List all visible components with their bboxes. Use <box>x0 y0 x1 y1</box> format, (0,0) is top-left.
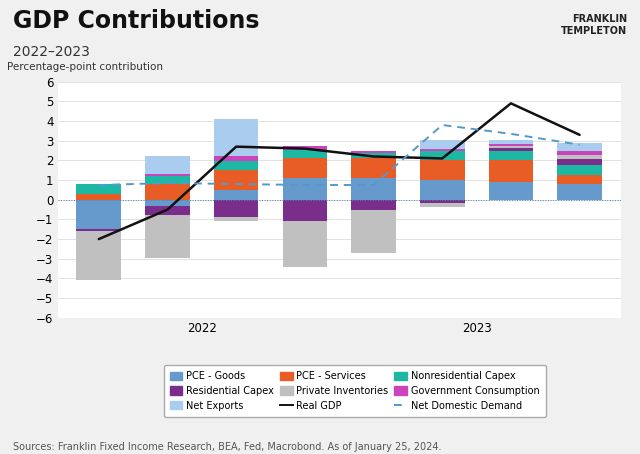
Bar <box>145 200 190 206</box>
Bar <box>557 151 602 155</box>
Bar <box>145 176 190 184</box>
Bar <box>557 159 602 165</box>
Bar <box>77 229 121 231</box>
Bar <box>420 200 465 202</box>
Bar <box>351 151 396 153</box>
Bar <box>420 202 465 207</box>
Bar <box>488 148 533 151</box>
Bar <box>351 210 396 253</box>
Text: Percentage-point contribution: Percentage-point contribution <box>7 62 163 72</box>
Text: 2022–2023: 2022–2023 <box>13 45 90 59</box>
Bar <box>214 157 259 161</box>
Bar <box>420 148 465 151</box>
Bar <box>214 200 259 217</box>
Bar <box>557 155 602 159</box>
Bar <box>557 165 602 175</box>
Bar <box>557 143 602 151</box>
Bar <box>282 146 327 149</box>
Bar <box>282 158 327 178</box>
Bar <box>214 190 259 200</box>
Bar <box>282 222 327 266</box>
Bar <box>351 178 396 200</box>
Bar <box>351 153 396 158</box>
Bar <box>214 170 259 190</box>
Bar <box>214 161 259 170</box>
Bar <box>145 206 190 214</box>
Text: FRANKLIN
TEMPLETON: FRANKLIN TEMPLETON <box>561 14 627 36</box>
Bar <box>77 200 121 229</box>
Bar <box>77 194 121 200</box>
Bar <box>420 180 465 200</box>
Bar <box>420 151 465 160</box>
Text: GDP Contributions: GDP Contributions <box>13 9 259 33</box>
Bar <box>145 214 190 258</box>
Bar <box>214 217 259 222</box>
Bar <box>488 160 533 182</box>
Bar <box>557 175 602 184</box>
Bar <box>145 174 190 176</box>
Bar <box>282 200 327 222</box>
Bar <box>282 149 327 158</box>
Bar <box>488 146 533 148</box>
Bar <box>282 178 327 200</box>
Bar <box>351 200 396 210</box>
Text: Sources: Franklin Fixed Income Research, BEA, Fed, Macrobond. As of January 25, : Sources: Franklin Fixed Income Research,… <box>13 442 442 452</box>
Legend: PCE - Goods, Residential Capex, Net Exports, PCE - Services, Private Inventories: PCE - Goods, Residential Capex, Net Expo… <box>164 365 545 416</box>
Bar <box>145 184 190 200</box>
Bar <box>420 140 465 148</box>
Bar <box>145 157 190 174</box>
Bar <box>488 182 533 200</box>
Bar <box>77 184 121 194</box>
Bar <box>488 140 533 143</box>
Bar <box>214 119 259 157</box>
Bar <box>351 158 396 178</box>
Bar <box>488 151 533 160</box>
Bar <box>557 184 602 200</box>
Bar <box>77 231 121 281</box>
Bar <box>420 160 465 180</box>
Bar <box>488 143 533 146</box>
